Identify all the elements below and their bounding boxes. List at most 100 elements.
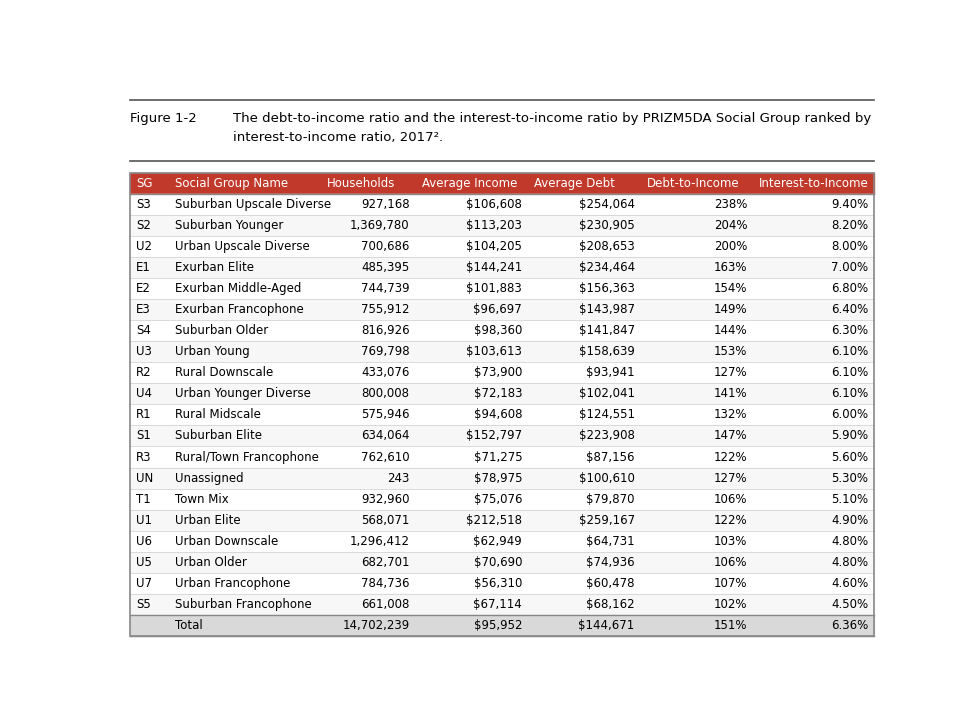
Text: Urban Younger Diverse: Urban Younger Diverse [175,387,311,400]
Text: Average Debt: Average Debt [534,177,615,190]
Text: $75,076: $75,076 [473,492,522,505]
Bar [130,236,874,257]
Text: Suburban Francophone: Suburban Francophone [175,598,312,611]
Bar [130,594,874,615]
Text: 149%: 149% [713,303,747,316]
Text: 154%: 154% [713,282,747,295]
Text: E2: E2 [136,282,151,295]
Text: T1: T1 [136,492,151,505]
Text: Average Income: Average Income [421,177,517,190]
Text: $72,183: $72,183 [473,387,522,400]
Text: 485,395: 485,395 [362,261,410,274]
Text: Interest-to-Income: Interest-to-Income [760,177,869,190]
Text: 163%: 163% [713,261,747,274]
Text: 4.50%: 4.50% [831,598,868,611]
Text: 1,296,412: 1,296,412 [350,535,410,548]
Bar [130,384,874,404]
Text: 4.60%: 4.60% [831,577,868,590]
Text: 769,798: 769,798 [361,345,410,358]
Text: 661,008: 661,008 [362,598,410,611]
Text: 106%: 106% [713,492,747,505]
Text: 127%: 127% [713,472,747,485]
Text: Town Mix: Town Mix [175,492,229,505]
Text: 927,168: 927,168 [361,198,410,211]
Text: Social Group Name: Social Group Name [175,177,288,190]
Bar [130,194,874,215]
Text: Debt-to-Income: Debt-to-Income [647,177,740,190]
Text: Suburban Elite: Suburban Elite [175,430,262,443]
Text: $103,613: $103,613 [466,345,522,358]
Text: $152,797: $152,797 [466,430,522,443]
Bar [130,320,874,341]
Text: 6.10%: 6.10% [831,387,868,400]
Text: U5: U5 [136,556,152,569]
Text: 102%: 102% [713,598,747,611]
Text: U1: U1 [136,514,152,527]
Text: $70,690: $70,690 [473,556,522,569]
Text: S2: S2 [136,218,151,231]
Bar [130,215,874,236]
Text: 6.80%: 6.80% [831,282,868,295]
Text: 433,076: 433,076 [362,366,410,379]
Text: $56,310: $56,310 [473,577,522,590]
Text: Urban Older: Urban Older [175,556,247,569]
Text: $94,608: $94,608 [473,408,522,421]
Text: 634,064: 634,064 [361,430,410,443]
Text: 5.30%: 5.30% [831,472,868,485]
Text: 8.20%: 8.20% [831,218,868,231]
Text: Unassigned: Unassigned [175,472,244,485]
Text: $223,908: $223,908 [579,430,635,443]
Text: $100,610: $100,610 [579,472,635,485]
Text: U4: U4 [136,387,152,400]
Text: 243: 243 [387,472,410,485]
Text: S3: S3 [136,198,151,211]
Text: $230,905: $230,905 [579,218,635,231]
Text: 1,369,780: 1,369,780 [350,218,410,231]
Text: $212,518: $212,518 [466,514,522,527]
Text: 14,702,239: 14,702,239 [342,619,410,632]
Text: 106%: 106% [713,556,747,569]
Text: 122%: 122% [713,514,747,527]
Text: R3: R3 [136,451,152,464]
Text: Urban Elite: Urban Elite [175,514,241,527]
Bar [130,299,874,320]
Text: 762,610: 762,610 [361,451,410,464]
Text: $101,883: $101,883 [466,282,522,295]
Text: SG: SG [136,177,153,190]
Text: $104,205: $104,205 [466,240,522,253]
Text: 575,946: 575,946 [361,408,410,421]
Text: U6: U6 [136,535,152,548]
Text: Suburban Younger: Suburban Younger [175,218,283,231]
Text: E3: E3 [136,303,151,316]
Text: $87,156: $87,156 [586,451,635,464]
Text: 141%: 141% [713,387,747,400]
Text: S5: S5 [136,598,151,611]
Bar [130,467,874,489]
Bar [130,257,874,278]
Bar [130,172,874,636]
Text: Urban Young: Urban Young [175,345,250,358]
Bar [130,362,874,384]
Text: Exurban Elite: Exurban Elite [175,261,254,274]
Text: $143,987: $143,987 [578,303,635,316]
Text: $259,167: $259,167 [578,514,635,527]
Text: $67,114: $67,114 [473,598,522,611]
Text: Rural Downscale: Rural Downscale [175,366,273,379]
Bar [130,172,874,194]
Text: 6.36%: 6.36% [831,619,868,632]
Text: 816,926: 816,926 [361,324,410,337]
Text: 700,686: 700,686 [362,240,410,253]
Text: 144%: 144% [713,324,747,337]
Text: $144,671: $144,671 [578,619,635,632]
Bar [130,341,874,362]
Bar [130,510,874,531]
Text: 932,960: 932,960 [361,492,410,505]
Text: Exurban Francophone: Exurban Francophone [175,303,304,316]
Text: $64,731: $64,731 [586,535,635,548]
Text: $144,241: $144,241 [466,261,522,274]
Text: 4.90%: 4.90% [831,514,868,527]
Text: $158,639: $158,639 [579,345,635,358]
Text: 103%: 103% [713,535,747,548]
Text: Urban Downscale: Urban Downscale [175,535,278,548]
Text: 6.30%: 6.30% [831,324,868,337]
